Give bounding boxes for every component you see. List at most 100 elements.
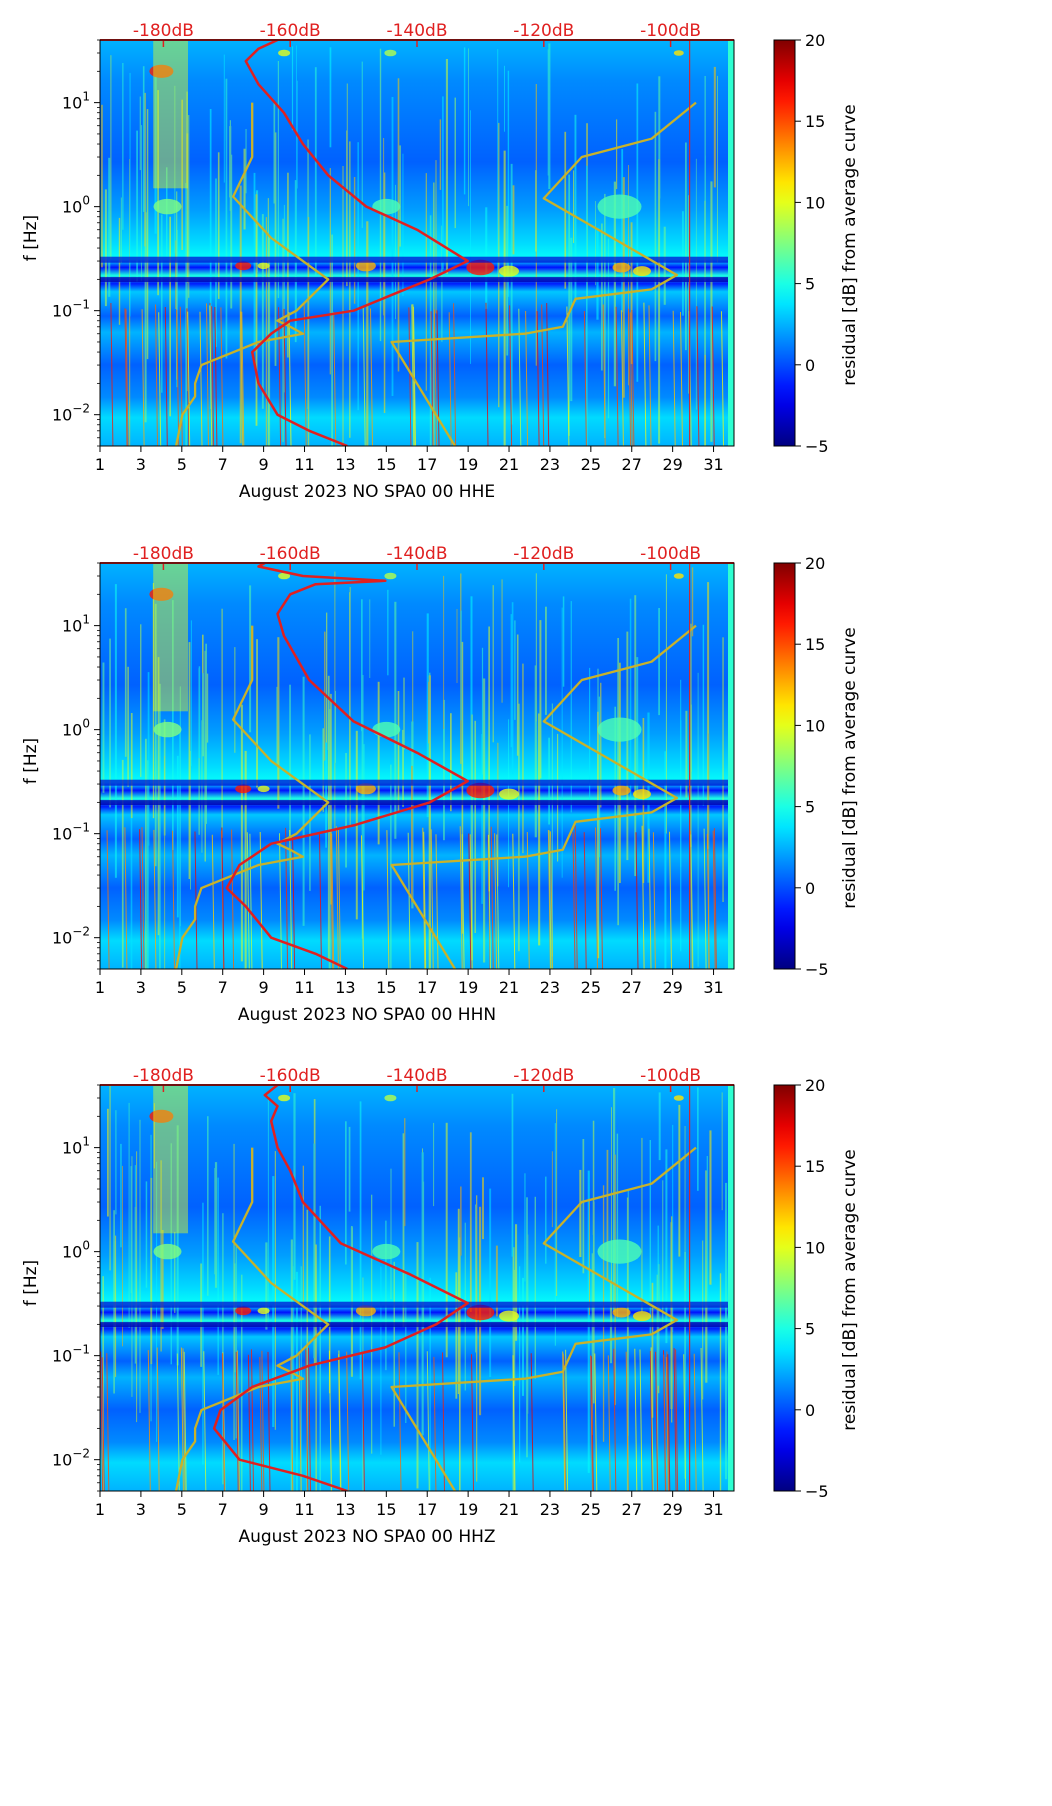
heatmap-event xyxy=(372,1243,401,1260)
heatmap-streak xyxy=(217,152,220,299)
heatmap-streak xyxy=(601,223,603,371)
x-tick-label: 7 xyxy=(218,978,228,997)
mean-psd-line xyxy=(244,40,469,446)
heatmap-streak xyxy=(470,714,473,961)
heatmap-streak xyxy=(291,46,294,131)
heatmap-streak xyxy=(649,1140,651,1336)
heatmap-glitch xyxy=(361,835,364,970)
heatmap-event xyxy=(633,1311,651,1322)
colorbar-tick-label: 15 xyxy=(805,112,825,131)
x-tick-label: 7 xyxy=(218,1500,228,1519)
heatmap-streak xyxy=(159,683,161,969)
noise-model-line xyxy=(390,1146,697,1491)
heatmap-glitch xyxy=(124,308,128,447)
heatmap-streak xyxy=(161,1230,164,1329)
heatmap-streak xyxy=(665,574,667,834)
heatmap-streak xyxy=(682,211,684,316)
heatmap-streak xyxy=(713,66,716,188)
x-tick-label: 19 xyxy=(458,978,478,997)
heatmap-glitch xyxy=(615,306,619,447)
heatmap-streak xyxy=(548,43,551,190)
heatmap-streak xyxy=(131,1156,133,1397)
y-tick-label: 10−2 xyxy=(52,402,90,425)
heatmap-streak xyxy=(334,691,336,763)
heatmap-glitch xyxy=(512,1355,516,1492)
heatmap-streak xyxy=(626,631,629,861)
heatmap-streak xyxy=(130,755,133,969)
heatmap-glitch xyxy=(236,1350,240,1492)
heatmap-streak xyxy=(684,1252,686,1479)
heatmap-event xyxy=(153,1243,182,1260)
heatmap-glitch xyxy=(634,1348,638,1492)
heatmap-streak xyxy=(265,217,267,446)
heatmap-streak xyxy=(554,1123,556,1346)
heatmap-streak xyxy=(435,160,437,314)
heatmap-streak xyxy=(510,614,513,748)
heatmap-glitch xyxy=(412,304,416,447)
heatmap-streak xyxy=(636,83,639,382)
x-tick-label: 13 xyxy=(335,978,355,997)
heatmap-streak xyxy=(475,1204,476,1353)
heatmap-streak xyxy=(289,684,291,838)
heatmap-streak xyxy=(255,194,258,426)
heatmap-streak xyxy=(518,703,520,952)
heatmap-streak xyxy=(130,1166,132,1294)
heatmap-streak xyxy=(283,204,285,393)
x-tick-label: 9 xyxy=(259,978,269,997)
heatmap-glitch xyxy=(303,304,307,447)
heatmap-streak xyxy=(708,733,710,969)
heatmap-streak xyxy=(315,1244,317,1491)
heatmap-streak xyxy=(150,1177,153,1365)
heatmap-streak xyxy=(442,96,444,270)
heatmap-streak xyxy=(697,672,699,967)
heatmap-streak xyxy=(489,1188,492,1377)
heatmap-streak xyxy=(439,119,442,190)
heatmap-streak xyxy=(663,226,666,305)
x-tick-label: 19 xyxy=(458,1500,478,1519)
heatmap-band xyxy=(100,800,734,806)
heatmap-streak xyxy=(454,97,456,229)
y-tick-label: 10−2 xyxy=(52,1447,90,1470)
heatmap-streak xyxy=(469,1132,472,1312)
heatmap-glitch xyxy=(110,302,114,447)
heatmap-streak xyxy=(702,1240,704,1400)
heatmap-glitch xyxy=(562,1351,566,1492)
heatmap-glitch xyxy=(667,1354,671,1492)
x-tick-label: 25 xyxy=(581,455,601,474)
heatmap-streak xyxy=(205,643,207,824)
heatmap-glitch xyxy=(700,1347,704,1492)
heatmap-glitch xyxy=(261,1350,265,1492)
y-axis-label: f [Hz] xyxy=(21,1260,41,1306)
x-axis-label: August 2023 NO SPA0 00 HHZ xyxy=(238,1527,495,1547)
heatmap-glitch xyxy=(221,827,225,970)
heatmap-glitch xyxy=(283,308,287,447)
heatmap-glitch xyxy=(696,306,700,447)
heatmap-streak xyxy=(174,1231,176,1313)
heatmap-event xyxy=(466,1304,495,1321)
heatmap-streak xyxy=(277,61,279,298)
heatmap-streak xyxy=(460,1186,462,1256)
x-tick-label: 7 xyxy=(218,455,228,474)
x-tick-label: 29 xyxy=(662,455,682,474)
heatmap-streak xyxy=(141,125,142,282)
heatmap-streak xyxy=(361,599,363,732)
plot-frame xyxy=(99,1084,735,1492)
heatmap-column xyxy=(153,40,188,189)
heatmap-streak xyxy=(416,1242,419,1489)
heatmap-streak xyxy=(361,61,363,228)
y-tick-label: 10−1 xyxy=(52,1343,90,1366)
heatmap-streak xyxy=(179,686,181,927)
heatmap-glitch xyxy=(337,827,341,970)
heatmap-streak xyxy=(122,1165,123,1347)
heatmap-glitch xyxy=(459,826,463,970)
x-tick-label: 23 xyxy=(540,1500,560,1519)
colorbar-tick-label: 20 xyxy=(805,554,825,573)
heatmap-streak xyxy=(190,751,191,890)
heatmap-streak xyxy=(206,673,209,743)
heatmap-glitch xyxy=(335,826,339,970)
heatmap-streak xyxy=(346,130,348,287)
heatmap-streak xyxy=(152,583,155,819)
heatmap-glitch xyxy=(305,1349,309,1492)
heatmap-glitch xyxy=(362,305,366,447)
